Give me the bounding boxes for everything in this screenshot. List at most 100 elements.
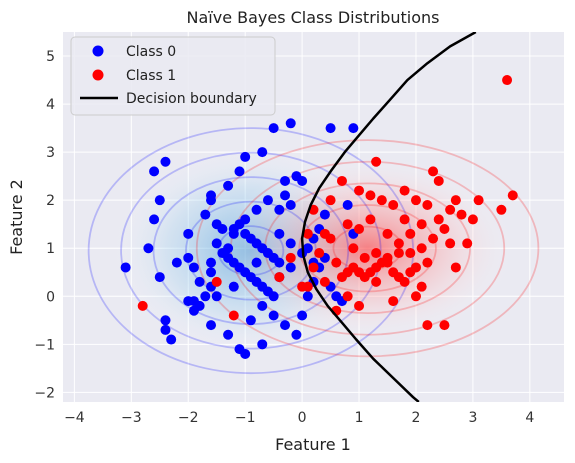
point-class1 (399, 276, 410, 287)
y-tick-label: 4 (46, 97, 55, 113)
point-class0 (228, 228, 239, 239)
point-class1 (467, 214, 478, 225)
legend-label-class0: Class 0 (126, 44, 176, 60)
point-class1 (354, 300, 365, 311)
point-class0 (160, 315, 171, 326)
point-class1 (410, 291, 421, 302)
point-class0 (183, 296, 194, 307)
point-class0 (188, 262, 199, 273)
point-class0 (143, 243, 154, 254)
point-class1 (502, 75, 513, 86)
point-class1 (388, 199, 399, 210)
point-class0 (268, 310, 279, 321)
chart-title: Naïve Bayes Class Distributions (187, 8, 440, 27)
point-class0 (171, 257, 182, 268)
legend-label-boundary: Decision boundary (126, 91, 257, 107)
point-class0 (297, 310, 308, 321)
decision-boundary (300, 32, 477, 402)
point-class1 (450, 262, 461, 273)
point-class1 (319, 228, 330, 239)
point-class1 (399, 185, 410, 196)
point-class1 (371, 156, 382, 167)
point-class0 (234, 166, 245, 177)
point-class1 (445, 204, 456, 215)
x-tick-label: −3 (121, 410, 142, 426)
decision-boundary-line (300, 32, 477, 402)
point-class0 (183, 252, 194, 263)
x-tick-label: −1 (235, 410, 256, 426)
point-class0 (206, 257, 217, 268)
y-tick-label: 5 (46, 49, 55, 65)
point-class1 (371, 248, 382, 259)
point-class0 (223, 180, 234, 191)
point-class1 (331, 257, 342, 268)
point-class0 (297, 175, 308, 186)
point-class0 (280, 190, 291, 201)
point-class0 (245, 315, 256, 326)
point-class1 (473, 195, 484, 206)
point-class0 (274, 228, 285, 239)
point-class0 (268, 291, 279, 302)
point-class0 (280, 320, 291, 331)
point-class0 (223, 329, 234, 340)
point-class1 (462, 238, 473, 249)
point-class1 (416, 219, 427, 230)
point-class0 (319, 209, 330, 220)
point-class1 (354, 224, 365, 235)
point-class0 (200, 291, 211, 302)
point-class0 (285, 118, 296, 129)
point-class0 (274, 204, 285, 215)
point-class0 (251, 257, 262, 268)
point-class1 (302, 228, 313, 239)
point-class0 (194, 276, 205, 287)
point-class0 (285, 238, 296, 249)
point-class1 (416, 243, 427, 254)
point-class0 (240, 348, 251, 359)
point-class0 (240, 151, 251, 162)
x-tick-label: 3 (468, 410, 477, 426)
point-class1 (228, 310, 239, 321)
point-class1 (274, 272, 285, 283)
point-class0 (348, 123, 359, 134)
point-class0 (217, 224, 228, 235)
point-class0 (149, 214, 160, 225)
point-class0 (149, 166, 160, 177)
point-class0 (240, 214, 251, 225)
point-class0 (257, 339, 268, 350)
point-class0 (262, 195, 273, 206)
point-class1 (336, 175, 347, 186)
legend-marker-class1 (92, 69, 104, 81)
point-class1 (445, 238, 456, 249)
point-class0 (291, 329, 302, 340)
y-axis-label: Feature 2 (7, 179, 26, 255)
point-class1 (314, 248, 325, 259)
point-class1 (137, 300, 148, 311)
x-axis-label: Feature 1 (275, 435, 351, 454)
point-class0 (280, 175, 291, 186)
point-class1 (382, 257, 393, 268)
x-tick-label: −4 (64, 410, 85, 426)
point-class1 (211, 276, 222, 287)
point-class1 (439, 320, 450, 331)
point-class1 (433, 214, 444, 225)
point-class1 (450, 195, 461, 206)
scatter-points (120, 75, 518, 359)
point-class1 (325, 195, 336, 206)
point-class1 (439, 224, 450, 235)
point-class1 (342, 219, 353, 230)
point-class0 (285, 262, 296, 273)
point-class1 (342, 291, 353, 302)
point-class1 (348, 243, 359, 254)
point-class1 (393, 248, 404, 259)
point-class0 (120, 262, 131, 273)
point-class1 (359, 252, 370, 263)
legend-marker-class0 (92, 45, 104, 57)
point-class0 (211, 238, 222, 249)
point-class0 (342, 199, 353, 210)
point-class1 (354, 185, 365, 196)
contour-ring-class1 (195, 139, 540, 358)
point-class0 (206, 267, 217, 278)
y-tick-label: −1 (34, 337, 55, 353)
point-class1 (388, 296, 399, 307)
x-tick-labels: −4 −3 −2 −1 0 1 2 3 4 (64, 410, 534, 426)
